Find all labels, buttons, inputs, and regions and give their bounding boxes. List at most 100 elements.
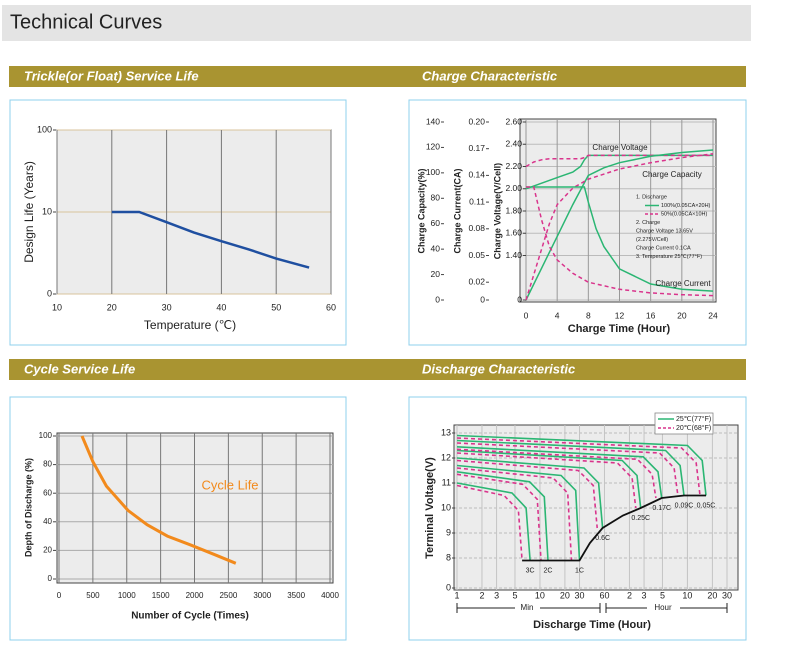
y-tick-label: 8 <box>446 552 451 562</box>
x-tick-label: 10 <box>52 302 62 312</box>
line-series <box>456 437 701 496</box>
y-tick-label: 0.20 <box>468 116 485 126</box>
line-series <box>456 448 657 499</box>
note-text: 50%(0.05CA×10H) <box>661 211 707 217</box>
section-bar <box>9 359 746 380</box>
line-series <box>526 186 714 297</box>
rate-label: 0.09C <box>675 502 694 509</box>
rate-label: 0.25C <box>631 515 650 522</box>
line-series <box>111 210 310 269</box>
x-tick-label: 4000 <box>321 591 339 600</box>
y-tick-label: 2.20 <box>505 161 522 171</box>
note-text: (2.275V/Cell) <box>636 237 668 243</box>
x-tick-label: 20 <box>677 310 687 320</box>
x-tick-label: 20 <box>560 590 570 600</box>
x-tick-label: 2000 <box>186 591 204 600</box>
x-tick-label: 2 <box>479 590 484 600</box>
y-tick-label: 80 <box>43 460 52 469</box>
y-tick-label: 0 <box>48 574 53 583</box>
y-axis-title: Depth of Discharge (%) <box>23 458 33 557</box>
x-tick-label: 0 <box>57 591 62 600</box>
x-tick-label: 20 <box>107 302 117 312</box>
y-tick-label: 0 <box>435 294 440 304</box>
y-tick-label: 1.80 <box>505 205 522 215</box>
x-tick-label: 40 <box>216 302 226 312</box>
line-series <box>456 484 523 561</box>
x-tick-label: 30 <box>162 302 172 312</box>
section-title: Trickle(or Float) Service Life <box>24 68 199 83</box>
x-tick-label: 500 <box>86 591 100 600</box>
y-tick-label: 80 <box>431 193 441 203</box>
y-tick-label: 0 <box>47 288 52 298</box>
y-tick-label: 40 <box>43 517 52 526</box>
x-tick-label: 60 <box>326 302 336 312</box>
rate-label: 1C <box>575 567 584 574</box>
header-title: Technical Curves <box>10 11 162 33</box>
x-tick-label: 60 <box>599 590 609 600</box>
section-title: Discharge Characteristic <box>422 361 576 376</box>
x-tick-label: 30 <box>575 590 585 600</box>
y-axis-title: Charge Current(CA) <box>452 168 462 253</box>
y-tick-label: 120 <box>426 142 440 152</box>
note-text: 2. Charge <box>636 220 660 226</box>
y-tick-label: 1.40 <box>505 250 522 260</box>
rate-label: 0.17C <box>652 505 671 512</box>
section-bar <box>9 66 746 87</box>
y-tick-label: 12 <box>441 452 451 462</box>
note-text: Charge Voltage 13.65V <box>636 228 693 234</box>
curve-label: Charge Current <box>655 279 711 288</box>
note-text: 1. Discharge <box>636 194 667 200</box>
rate-label: 0.05C <box>697 502 716 509</box>
line-series <box>456 439 685 496</box>
x-tick-label: 2 <box>627 590 632 600</box>
y-tick-label: 40 <box>431 243 441 253</box>
note-text: 100%(0.05CA×20H) <box>661 203 711 209</box>
y-tick-label: 20 <box>431 269 441 279</box>
y-axis-title: Design Life (Years) <box>22 161 36 263</box>
y-tick-label: 0.17 <box>468 143 485 153</box>
x-tick-label: 1500 <box>152 591 170 600</box>
x-tick-label: 10 <box>682 590 692 600</box>
time-unit-arrows <box>456 603 728 613</box>
y-tick-label: 0 <box>480 294 485 304</box>
x-unit-label: Hour <box>654 603 672 612</box>
y-tick-label: 100 <box>426 167 440 177</box>
line-series <box>456 449 642 509</box>
line-series <box>525 149 714 301</box>
x-axis-title: Charge Time (Hour) <box>568 323 671 335</box>
x-tick-label: 5 <box>660 590 665 600</box>
rate-label: 0.6C <box>595 535 610 542</box>
y-tick-label: 11 <box>442 477 451 487</box>
y-axis-title: Charge Voltage(V/Cell) <box>492 163 502 259</box>
legend-label: 25℃(77°F) <box>676 415 711 423</box>
x-tick-label: 12 <box>615 310 625 320</box>
line-series <box>456 459 598 529</box>
y-tick-label: 0.02 <box>468 276 485 286</box>
y-tick-label: 0 <box>517 294 522 304</box>
y-tick-label: 100 <box>37 124 52 134</box>
line-series <box>456 434 707 496</box>
annotation: Cycle Life <box>201 477 258 492</box>
section-title: Charge Characteristic <box>422 68 558 83</box>
x-axis-title: Discharge Time (Hour) <box>533 619 651 631</box>
line-series <box>456 467 573 561</box>
line-series <box>456 471 549 561</box>
line-series <box>456 446 663 499</box>
y-tick-label: 140 <box>426 116 440 126</box>
y-tick-label: 13 <box>441 427 451 437</box>
x-unit-label: Min <box>521 603 534 612</box>
rate-label: 2C <box>544 567 553 574</box>
x-axis-title: Temperature (℃) <box>144 318 236 332</box>
x-tick-label: 10 <box>535 590 545 600</box>
line-series <box>525 153 714 301</box>
x-tick-label: 3 <box>494 590 499 600</box>
y-axis-title: Terminal Voltage(V) <box>424 457 436 559</box>
y-axis-title: Charge Capacity(%) <box>416 168 426 253</box>
x-tick-label: 0 <box>524 310 529 320</box>
line-series <box>456 464 581 561</box>
y-tick-label: 2.40 <box>505 139 522 149</box>
y-tick-label: 0.11 <box>469 196 485 206</box>
x-tick-label: 3500 <box>287 591 305 600</box>
x-tick-label: 4 <box>555 310 560 320</box>
x-tick-label: 16 <box>646 310 656 320</box>
